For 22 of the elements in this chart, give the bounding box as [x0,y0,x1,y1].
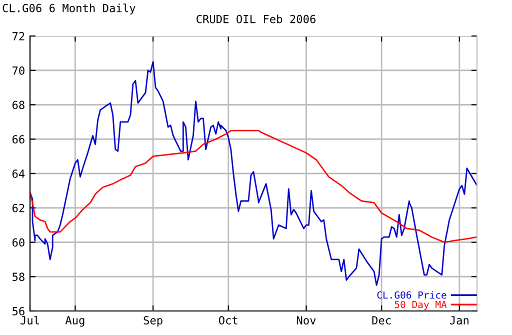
legend-label: CL.G06 Price [377,291,446,299]
text: CL.G06 6 Month Daily [2,4,136,14]
y-tick-label: 58 [12,272,24,282]
chart-title: CRUDE OIL Feb 2006 [196,14,316,24]
line-series [30,61,477,286]
y-tick-label: 56 [12,307,24,316]
line-series [30,130,477,243]
x-tick-label: Nov [296,316,316,325]
y-tick-label: 72 [12,32,24,40]
x-tick-label: Aug [65,316,84,327]
x-tick-label: Sep [144,316,162,327]
y-tick-label: 62 [12,204,24,212]
x-tick-label: Jul [20,316,39,325]
y-tick-label: 66 [12,135,24,144]
y-tick-label: 60 [12,238,24,247]
x-tick-label: Jan [450,316,468,325]
legend-label: 50 Day MA [394,300,447,310]
y-tick-label: 70 [12,66,24,75]
x-tick-label: Dec [372,316,391,325]
y-tick-label: 68 [12,100,24,110]
x-tick-label: Oct [218,316,238,325]
y-tick-label: 64 [12,170,25,178]
